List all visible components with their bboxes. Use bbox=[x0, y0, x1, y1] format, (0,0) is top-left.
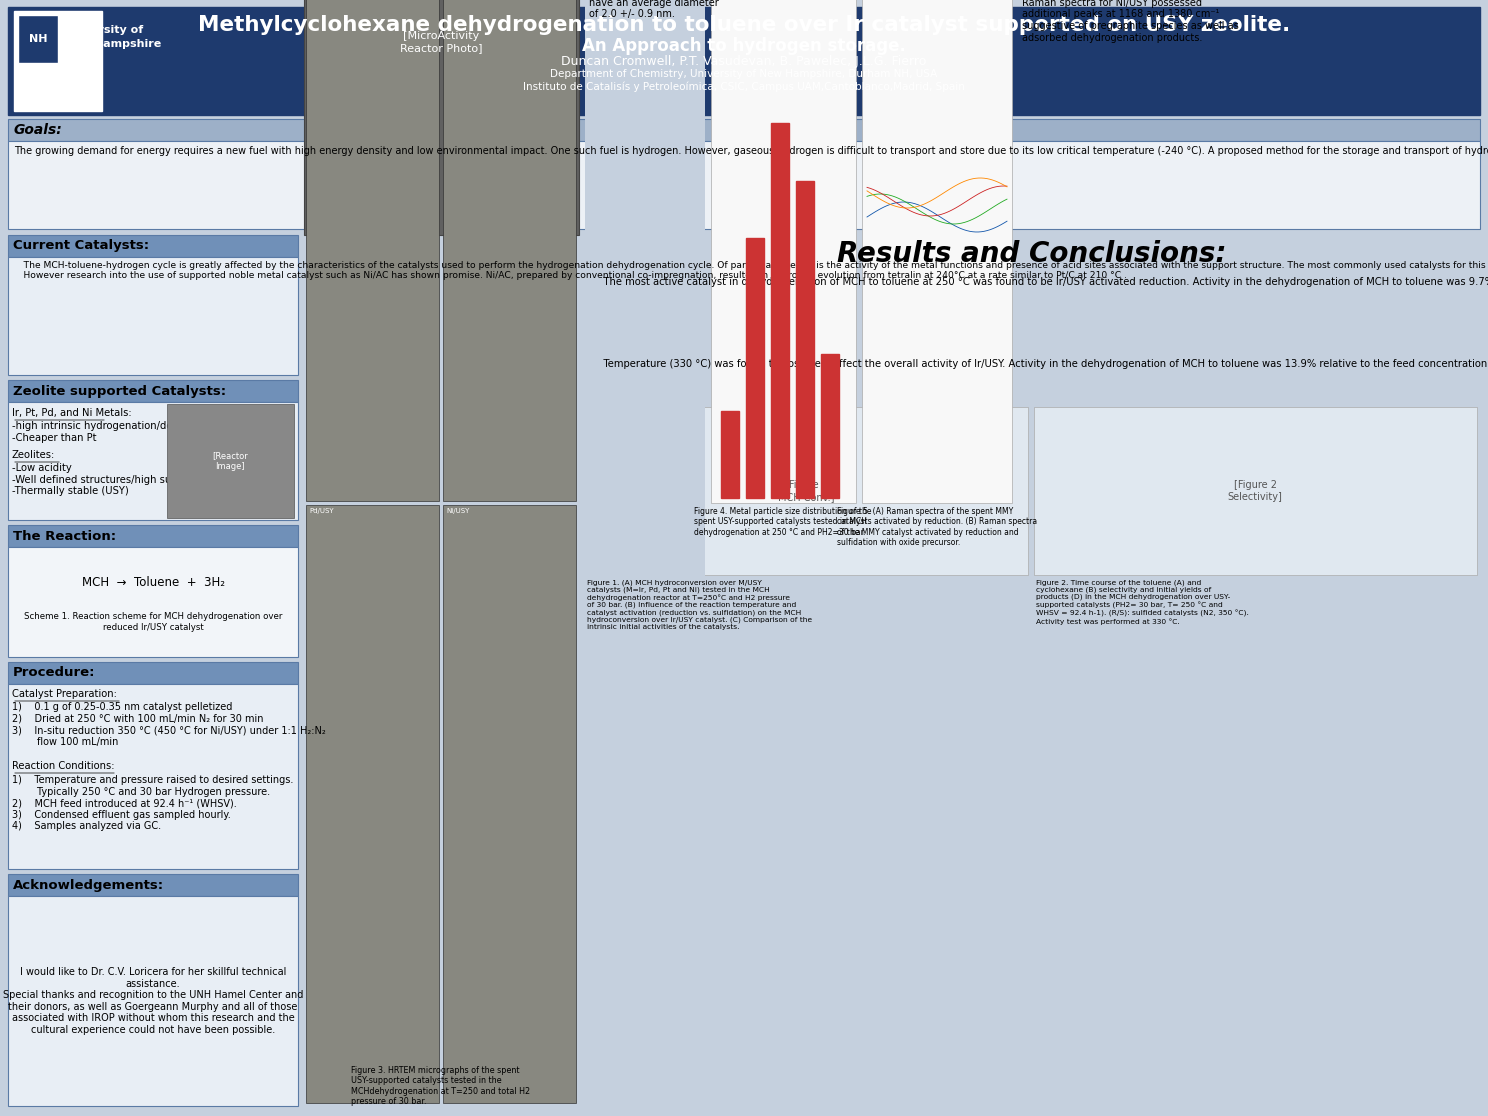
Text: Duncan Cromwell, P.T. Vasudevan, B. Pawelec, J.L.G. Fierro: Duncan Cromwell, P.T. Vasudevan, B. Pawe… bbox=[561, 55, 927, 68]
Text: Instituto de Catalisís y Petroleoímica, CSIC, Campus UAM,Cantoblanco,Madrid, Spa: Instituto de Catalisís y Petroleoímica, … bbox=[524, 81, 964, 92]
Bar bbox=[7, 381, 298, 402]
Text: Zeolites:: Zeolites: bbox=[12, 450, 55, 460]
Text: The MCH-toluene-hydrogen cycle is greatly affected by the characteristics of the: The MCH-toluene-hydrogen cycle is greatl… bbox=[12, 261, 1488, 280]
Text: Acknowledgements:: Acknowledgements: bbox=[13, 878, 164, 892]
Bar bbox=[7, 525, 298, 547]
Bar bbox=[7, 235, 298, 257]
Text: Reaction Conditions:: Reaction Conditions: bbox=[12, 761, 115, 771]
Bar bbox=[443, 506, 576, 1103]
Text: Figure 1. (A) MCH hydroconversion over M/USY
catalysts (M=Ir, Pd, Pt and Ni) tes: Figure 1. (A) MCH hydroconversion over M… bbox=[586, 579, 812, 631]
Text: [Figure 1
MCH Conv.]: [Figure 1 MCH Conv.] bbox=[778, 480, 835, 502]
Bar bbox=[862, 0, 1012, 503]
Text: 1)    Temperature and pressure raised to desired settings.
        Typically 250: 1) Temperature and pressure raised to de… bbox=[12, 775, 293, 831]
Bar bbox=[7, 7, 1481, 115]
Bar bbox=[13, 11, 103, 110]
Text: Figure 5. (A) Raman spectra of the spent MMY
catalysts activated by reduction. (: Figure 5. (A) Raman spectra of the spent… bbox=[836, 507, 1037, 547]
Bar bbox=[7, 662, 298, 684]
Text: Methylcyclohexane dehydrogenation to toluene over Ir catalyst supported on USY z: Methylcyclohexane dehydrogenation to tol… bbox=[198, 15, 1290, 35]
Bar bbox=[7, 257, 298, 375]
Bar bbox=[304, 0, 579, 235]
Bar bbox=[7, 896, 298, 1106]
Bar bbox=[167, 404, 295, 518]
Text: MCH  →  Toluene  +  3H₂: MCH → Toluene + 3H₂ bbox=[82, 576, 225, 588]
Bar bbox=[7, 684, 298, 869]
Text: HRTEM was carried
out on the spent catalysts.
From the images the
average metall: HRTEM was carried out on the spent catal… bbox=[589, 0, 720, 19]
Text: University of: University of bbox=[62, 25, 143, 35]
Text: An Approach to hydrogen storage.: An Approach to hydrogen storage. bbox=[582, 37, 906, 55]
Bar bbox=[18, 15, 58, 62]
Text: 1)    0.1 g of 0.25-0.35 nm catalyst pelletized
2)    Dried at 250 °C with 100 m: 1) 0.1 g of 0.25-0.35 nm catalyst pellet… bbox=[12, 702, 326, 747]
Text: Figure 4. Metal particle size distribution of the
spent USY-supported catalysts : Figure 4. Metal particle size distributi… bbox=[695, 507, 872, 537]
Text: Raman spectroscopy was used to
quantify the degree of coking caused by the
dehyd: Raman spectroscopy was used to quantify … bbox=[1022, 0, 1238, 42]
Text: Department of Chemistry, University of New Hampshire, Durham NH, USA: Department of Chemistry, University of N… bbox=[551, 69, 937, 79]
Bar bbox=[1034, 407, 1478, 575]
Text: -high intrinsic hydrogenation/dehydrogentation activity.
-Cheaper than Pt: -high intrinsic hydrogenation/dehydrogen… bbox=[12, 421, 290, 443]
Text: The growing demand for energy requires a new fuel with high energy density and l: The growing demand for energy requires a… bbox=[13, 146, 1488, 156]
Text: Results and Conclusions:: Results and Conclusions: bbox=[838, 240, 1226, 268]
Bar bbox=[585, 407, 1028, 575]
Text: New Hampshire: New Hampshire bbox=[62, 39, 161, 49]
Bar bbox=[711, 0, 856, 503]
Text: Pd/USY: Pd/USY bbox=[310, 508, 333, 514]
Text: [MicroActivity
Reactor Photo]: [MicroActivity Reactor Photo] bbox=[400, 31, 482, 52]
Bar bbox=[722, 412, 738, 498]
Bar bbox=[7, 141, 1481, 229]
Text: Scheme 1. Reaction scheme for MCH dehydrogenation over
reduced Ir/USY catalyst: Scheme 1. Reaction scheme for MCH dehydr… bbox=[24, 613, 283, 632]
Bar bbox=[7, 402, 298, 520]
Text: Figure 2. Time course of the toluene (A) and
cyclohexane (B) selectivity and ini: Figure 2. Time course of the toluene (A)… bbox=[1036, 579, 1248, 625]
Text: NH: NH bbox=[28, 33, 48, 44]
Text: I would like to Dr. C.V. Loricera for her skillful technical
assistance.
Special: I would like to Dr. C.V. Loricera for he… bbox=[3, 966, 304, 1035]
Bar bbox=[821, 354, 839, 498]
Text: Procedure:: Procedure: bbox=[13, 666, 95, 680]
Text: Ni/USY: Ni/USY bbox=[446, 508, 469, 514]
Text: The Reaction:: The Reaction: bbox=[13, 529, 116, 542]
Text: Zeolite supported Catalysts:: Zeolite supported Catalysts: bbox=[13, 385, 226, 397]
Text: Temperature (330 °C) was found to positively affect the overall activity of Ir/U: Temperature (330 °C) was found to positi… bbox=[591, 359, 1488, 369]
Bar bbox=[7, 119, 1481, 141]
Text: The most active catalyst in dehydrogenation of MCH to toluene at 250 °C was foun: The most active catalyst in dehydrogenat… bbox=[591, 277, 1488, 287]
Text: [Reactor
Image]: [Reactor Image] bbox=[213, 451, 248, 471]
Text: Current Catalysts:: Current Catalysts: bbox=[13, 240, 149, 252]
Bar bbox=[7, 874, 298, 896]
Text: Ir, Pt, Pd, and Ni Metals:: Ir, Pt, Pd, and Ni Metals: bbox=[12, 408, 131, 418]
Bar bbox=[443, 0, 576, 501]
Text: [Figure 2
Selectivity]: [Figure 2 Selectivity] bbox=[1228, 480, 1283, 502]
Bar bbox=[307, 0, 439, 501]
Bar bbox=[7, 547, 298, 657]
Text: Catalyst Preparation:: Catalyst Preparation: bbox=[12, 689, 118, 699]
Text: -Low acidity
-Well defined structures/high surface area
-Thermally stable (USY): -Low acidity -Well defined structures/hi… bbox=[12, 463, 222, 497]
Bar bbox=[745, 239, 763, 498]
Text: Goals:: Goals: bbox=[13, 123, 62, 137]
Bar bbox=[796, 181, 814, 498]
Text: Figure 3. HRTEM micrographs of the spent
USY-supported catalysts tested in the
M: Figure 3. HRTEM micrographs of the spent… bbox=[351, 1066, 531, 1106]
Bar bbox=[771, 123, 789, 498]
Bar bbox=[307, 506, 439, 1103]
Bar bbox=[585, 0, 705, 1106]
